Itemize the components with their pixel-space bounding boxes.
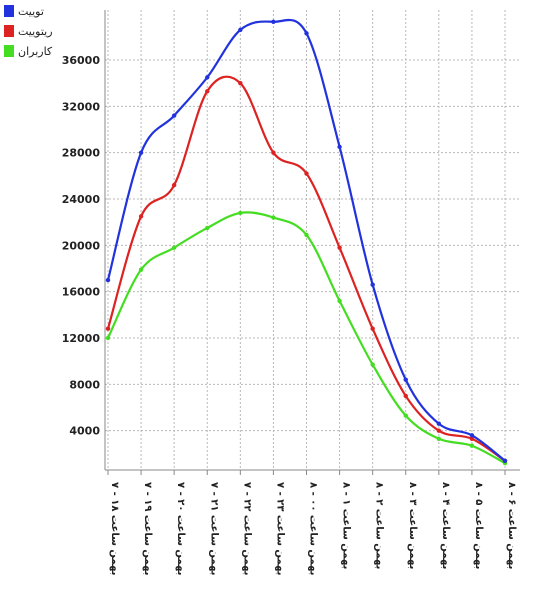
data-point — [436, 421, 442, 426]
y-tick-label: 4000 — [69, 425, 100, 438]
x-tick-label: ۷ - بهمن ساعت ۱۸ — [109, 482, 120, 575]
x-tick-label: ۷ - بهمن ساعت ۲۰ — [175, 482, 186, 575]
y-tick-label: 28000 — [62, 147, 101, 160]
y-tick-label: 12000 — [62, 332, 101, 345]
legend-swatch — [4, 25, 14, 37]
y-tick-label: 24000 — [62, 193, 101, 206]
data-point — [370, 282, 375, 287]
data-point — [337, 298, 342, 304]
x-tick-label: ۸ - بهمن ساعت ۶ — [506, 482, 517, 569]
data-point — [469, 443, 475, 448]
data-point — [304, 232, 309, 238]
data-point — [469, 436, 475, 441]
y-tick-label: 32000 — [62, 100, 101, 113]
data-point — [436, 436, 442, 441]
data-point — [502, 458, 508, 463]
data-point — [370, 362, 375, 367]
legend-label: توییت — [18, 5, 44, 18]
legend-swatch — [4, 5, 14, 17]
data-point — [337, 144, 342, 150]
data-point — [271, 215, 276, 220]
data-point — [205, 225, 210, 231]
data-point — [138, 150, 144, 155]
data-point — [238, 80, 243, 86]
data-point — [271, 19, 276, 24]
data-point — [238, 210, 243, 216]
data-point — [138, 214, 144, 219]
x-tick-label: ۸ - بهمن ساعت ۱ — [341, 482, 352, 569]
data-point — [304, 171, 309, 176]
series-line — [106, 75, 506, 462]
x-tick-label: ۸ - بهمن ساعت ۰۰ — [308, 482, 319, 575]
data-point — [105, 335, 111, 341]
x-tick-label: ۷ - بهمن ساعت ۲۳ — [274, 482, 285, 575]
x-tick-label: ۸ - بهمن ساعت ۲ — [374, 482, 385, 569]
data-point — [105, 277, 111, 283]
data-point — [304, 31, 309, 36]
x-tick-label: ۷ - بهمن ساعت ۲۱ — [208, 482, 219, 575]
data-point — [138, 267, 144, 272]
data-point — [205, 89, 210, 94]
data-point — [171, 245, 177, 250]
legend-label: کاربران — [18, 45, 53, 58]
y-tick-label: 16000 — [62, 286, 101, 299]
data-point — [271, 150, 276, 155]
data-point — [403, 413, 408, 418]
y-tick-label: 8000 — [69, 378, 100, 391]
legend-swatch — [4, 45, 14, 57]
data-point — [436, 428, 442, 433]
x-tick-label: ۸ - بهمن ساعت ۵ — [473, 482, 484, 569]
data-point — [403, 393, 408, 399]
legend-label: ریتوییت — [18, 25, 53, 38]
x-tick-label: ۸ - بهمن ساعت ۴ — [440, 482, 451, 569]
data-point — [171, 113, 177, 118]
x-tick-label: ۷ - بهمن ساعت ۲۲ — [241, 482, 252, 575]
x-tick-label: ۸ - بهمن ساعت ۳ — [407, 482, 418, 569]
data-point — [205, 75, 210, 80]
series-line — [106, 18, 506, 462]
data-point — [370, 326, 375, 331]
x-tick-label: ۷ - بهمن ساعت ۱۹ — [142, 482, 153, 575]
y-tick-label: 36000 — [62, 54, 101, 67]
data-point — [105, 326, 111, 331]
data-point — [171, 182, 177, 188]
data-point — [469, 433, 475, 438]
data-point — [337, 245, 342, 250]
y-tick-label: 20000 — [62, 239, 101, 252]
data-point — [403, 377, 408, 382]
data-point — [238, 27, 243, 33]
